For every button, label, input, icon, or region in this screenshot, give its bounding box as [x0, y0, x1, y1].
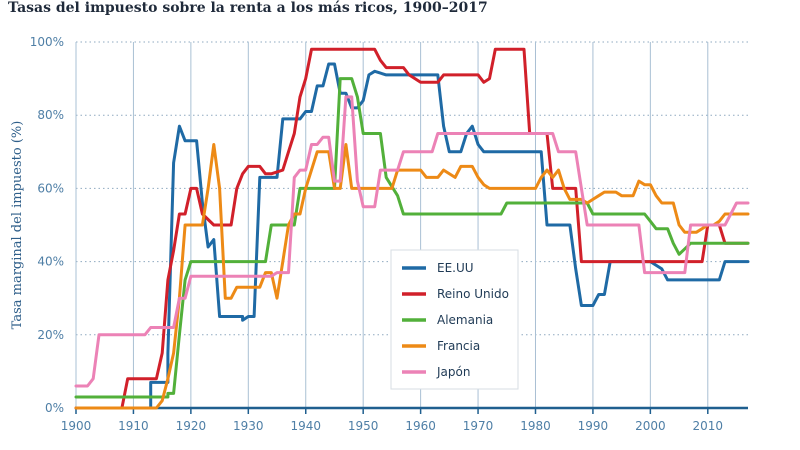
- legend-label: Japón: [436, 365, 470, 379]
- x-tick-label: 1990: [578, 419, 609, 433]
- y-tick-label: 20%: [37, 328, 64, 342]
- legend-label: Francia: [437, 339, 480, 353]
- legend: EE.UU Reino Unido Alemania Francia Japón: [390, 249, 519, 390]
- x-tick-label: 1920: [176, 419, 207, 433]
- x-tick-label: 1950: [348, 419, 379, 433]
- chart-title: Tasas del impuesto sobre la renta a los …: [8, 0, 488, 16]
- x-tick-label: 1960: [405, 419, 436, 433]
- y-axis-title: Tasa marginal del impuesto (%): [10, 121, 25, 330]
- x-tick-label: 2000: [635, 419, 666, 433]
- x-tick-label: 2010: [693, 419, 724, 433]
- legend-label: Alemania: [437, 313, 493, 327]
- series-line-jap-n: [74, 95, 750, 388]
- x-tick-label: 1930: [233, 419, 264, 433]
- axes: 0% 20% 40% 60% 80% 100% 1900 1910 1920 1930 1940 19…: [30, 35, 748, 433]
- y-tick-label: 100%: [30, 35, 64, 49]
- y-tick-label: 60%: [37, 181, 64, 195]
- legend-label: Reino Unido: [437, 287, 509, 301]
- x-tick-label: 1910: [118, 419, 149, 433]
- x-tick-label: 1940: [290, 419, 321, 433]
- series-line-francia: [74, 143, 750, 410]
- y-tick-label: 40%: [37, 255, 64, 269]
- x-tick-label: 1970: [463, 419, 494, 433]
- x-tick-label: 1900: [61, 419, 92, 433]
- series-lines: [74, 47, 750, 410]
- y-tick-label: 80%: [37, 108, 64, 122]
- legend-label: EE.UU: [437, 261, 474, 275]
- y-tick-label: 0%: [45, 401, 64, 415]
- series-line-alemania: [74, 77, 750, 399]
- x-tick-label: 1980: [520, 419, 551, 433]
